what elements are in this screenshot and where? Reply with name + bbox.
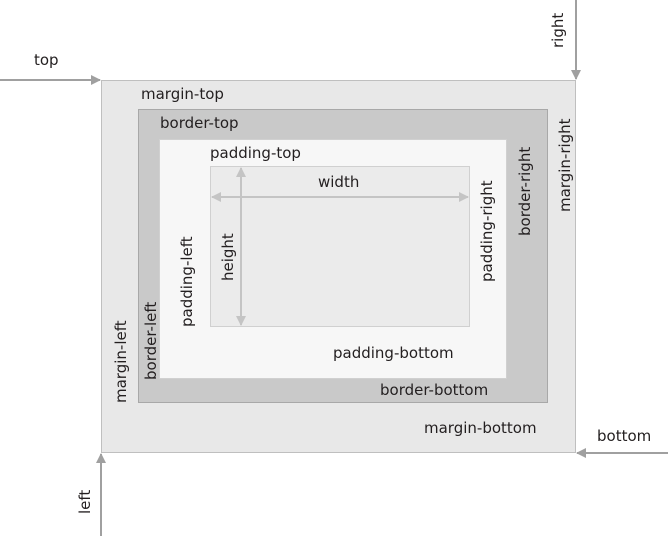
border-top-label: border-top — [160, 114, 239, 132]
border-right-label: border-right — [516, 146, 534, 236]
padding-right-label: padding-right — [478, 180, 496, 282]
border-bottom-label: border-bottom — [380, 381, 489, 399]
width-label: width — [318, 173, 360, 191]
margin-top-label: margin-top — [141, 85, 224, 103]
content-box — [210, 166, 470, 327]
margin-left-label: margin-left — [112, 320, 130, 403]
padding-top-label: padding-top — [210, 144, 301, 162]
margin-right-label: margin-right — [556, 118, 574, 212]
padding-bottom-label: padding-bottom — [333, 344, 454, 362]
top-label: top — [34, 51, 59, 69]
border-left-label: border-left — [142, 301, 160, 380]
margin-bottom-label: margin-bottom — [424, 419, 537, 437]
left-label: left — [76, 489, 94, 514]
bottom-label: bottom — [597, 427, 652, 445]
height-label: height — [219, 233, 237, 281]
right-label: right — [549, 12, 567, 48]
padding-left-label: padding-left — [178, 236, 196, 327]
